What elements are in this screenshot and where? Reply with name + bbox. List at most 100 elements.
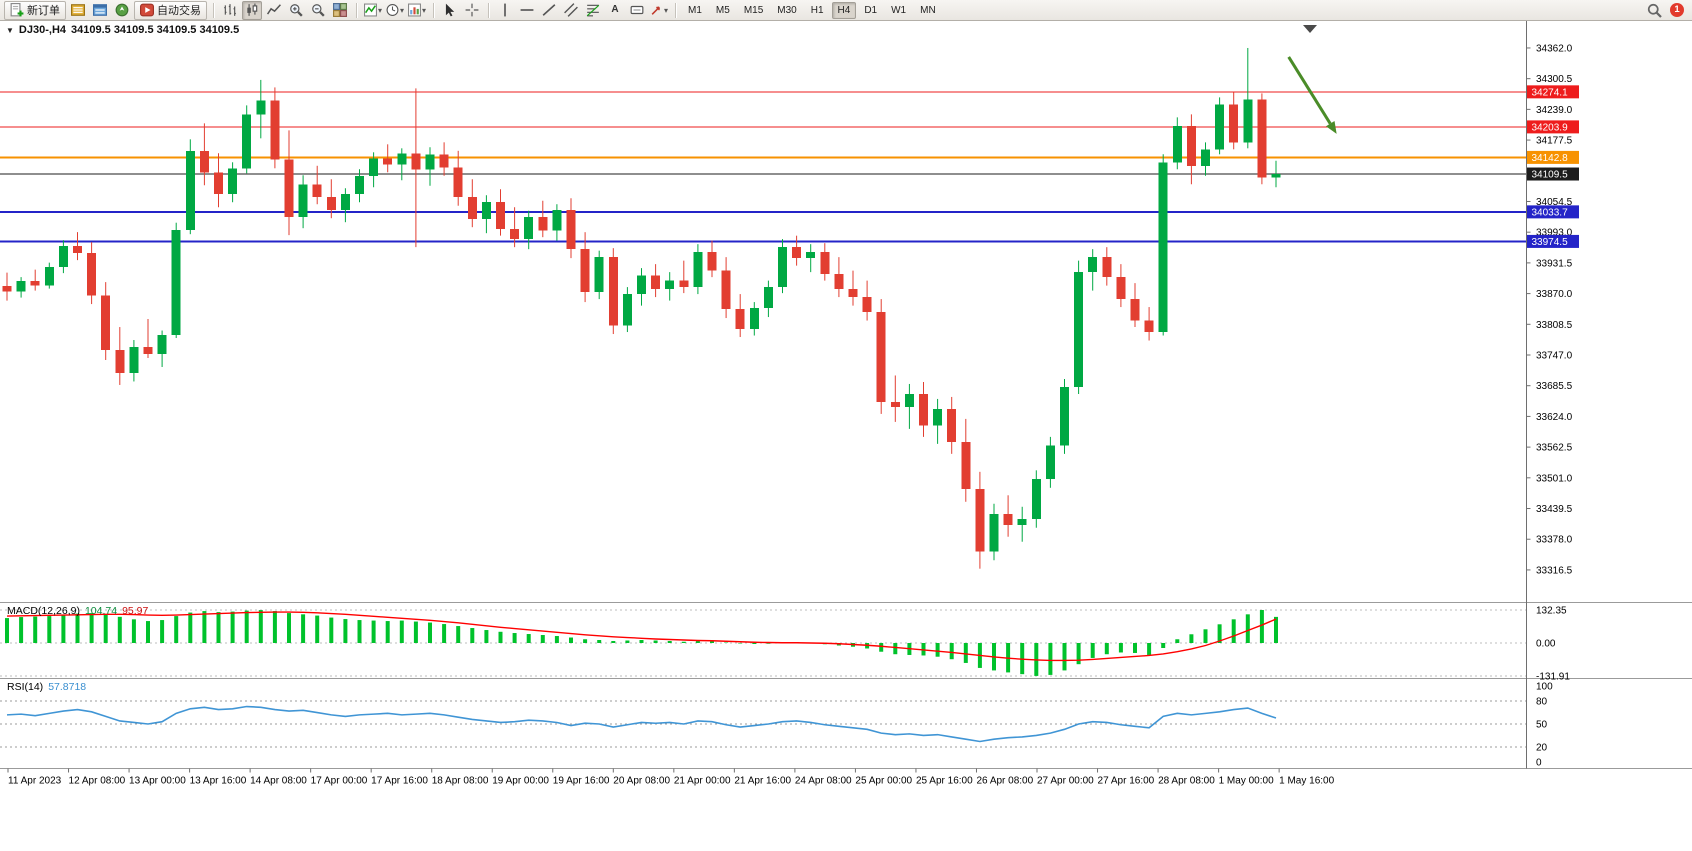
macd-histogram	[5, 610, 1278, 676]
text-tool-icon: A	[611, 4, 619, 15]
cursor-tool-button[interactable]	[440, 1, 460, 20]
bar-chart-mode-button[interactable]	[220, 1, 240, 20]
timeframe-h4-button[interactable]: H4	[831, 1, 857, 19]
svg-text:33316.5: 33316.5	[1536, 565, 1573, 576]
timeframe-m5-button[interactable]: M5	[715, 4, 730, 16]
price-tag-34142.8[interactable]	[1527, 150, 1579, 164]
svg-text:80: 80	[1536, 697, 1548, 708]
price-tag-34033.7[interactable]	[1527, 205, 1579, 219]
price-tag-34203.9[interactable]	[1527, 120, 1579, 134]
svg-text:33378.0: 33378.0	[1536, 535, 1573, 546]
timeframe-m1-button[interactable]: M1	[688, 4, 702, 16]
arrows-dropdown-button[interactable]: ▾	[649, 1, 669, 20]
candlestick-mode-button[interactable]	[242, 0, 262, 20]
one-click-trading-toggle[interactable]: ▼	[6, 25, 14, 35]
search-button[interactable]	[1644, 1, 1664, 20]
macd-main-value: 104.74	[84, 605, 118, 617]
horizontal-line-tool-button[interactable]	[517, 1, 537, 20]
timeframe-d1-button[interactable]: D1	[864, 4, 878, 16]
channel-icon	[564, 3, 578, 17]
timeframe-mn-button[interactable]: MN	[920, 4, 936, 16]
svg-text:1 May 00:00: 1 May 00:00	[1219, 776, 1274, 787]
timeframe-m30-button[interactable]: M30	[777, 4, 797, 16]
horizontal-lines[interactable]	[0, 91, 1526, 243]
trendline-tool-button[interactable]	[539, 1, 559, 20]
svg-text:34109.5: 34109.5	[1532, 170, 1569, 181]
label-tool-button[interactable]	[627, 1, 647, 20]
svg-text:34300.5: 34300.5	[1536, 74, 1573, 85]
price-tags[interactable]: 34274.1 34203.9 34142.8 34109.5 34033.7 33974…	[1527, 85, 1579, 248]
svg-text:17 Apr 00:00: 17 Apr 00:00	[311, 776, 368, 787]
svg-text:33974.5: 33974.5	[1532, 237, 1569, 248]
macd-signal-value: 95.97	[122, 605, 149, 617]
price-tag-33974.5[interactable]	[1527, 234, 1579, 248]
svg-text:21 Apr 00:00: 21 Apr 00:00	[674, 776, 731, 787]
timeframe-w1-button[interactable]: W1	[891, 4, 907, 16]
tile-windows-button[interactable]	[330, 1, 350, 20]
svg-text:25 Apr 16:00: 25 Apr 16:00	[916, 776, 973, 787]
zoom-in-button[interactable]	[286, 1, 306, 20]
autotrading-icon	[140, 3, 154, 17]
line-chart-mode-button[interactable]	[264, 1, 284, 20]
svg-text:33501.0: 33501.0	[1536, 473, 1573, 484]
data-window-icon	[93, 4, 107, 16]
cursor-icon	[445, 3, 455, 17]
svg-text:33931.5: 33931.5	[1536, 258, 1573, 269]
zoom-in-icon	[290, 4, 303, 17]
macd-label: MACD(12,26,9) 104.74 95.97	[7, 605, 148, 617]
market-watch-button[interactable]	[68, 1, 88, 20]
svg-text:34177.5: 34177.5	[1536, 136, 1573, 147]
periods-dropdown-button[interactable]: ▾	[385, 1, 405, 20]
svg-text:1 May 16:00: 1 May 16:00	[1279, 776, 1334, 787]
price-tag-34274.1[interactable]	[1527, 85, 1579, 99]
timeframe-m15-button[interactable]: M15	[743, 4, 764, 16]
svg-text:0: 0	[1536, 758, 1542, 769]
price-tag-34109.5[interactable]	[1527, 167, 1579, 181]
new-order-button[interactable]: 新订单	[4, 0, 66, 20]
macd-signal-line	[6, 611, 1277, 662]
navigator-button[interactable]	[112, 1, 132, 20]
svg-text:12 Apr 08:00: 12 Apr 08:00	[69, 776, 126, 787]
timeframe-h1-button[interactable]: H1	[810, 4, 824, 16]
indicators-dropdown-button[interactable]: ▾	[363, 1, 383, 20]
svg-text:34362.0: 34362.0	[1536, 43, 1573, 54]
autotrading-label: 自动交易	[157, 5, 201, 17]
svg-text:27 Apr 16:00: 27 Apr 16:00	[1098, 776, 1155, 787]
fibonacci-tool-button[interactable]	[583, 1, 603, 20]
zoom-out-icon	[312, 4, 325, 17]
panel-separators	[0, 602, 1692, 769]
macd-name: MACD(12,26,9)	[7, 605, 80, 617]
tile-windows-icon	[333, 3, 347, 17]
chart-shift-marker	[1303, 25, 1317, 33]
svg-text:26 Apr 08:00: 26 Apr 08:00	[976, 776, 1033, 787]
arrow-shape-icon	[651, 6, 660, 15]
time-axis[interactable]: 11 Apr 2023 12 Apr 08:00 13 Apr 00:00 13 Ap…	[7, 768, 1335, 787]
svg-text:33747.0: 33747.0	[1536, 351, 1573, 362]
templates-dropdown-button[interactable]: ▾	[407, 1, 427, 20]
svg-text:17 Apr 16:00: 17 Apr 16:00	[371, 776, 428, 787]
notification-badge[interactable]: 1	[1670, 3, 1684, 17]
svg-text:13 Apr 16:00: 13 Apr 16:00	[190, 776, 247, 787]
chevron-down-icon: ▾	[421, 5, 426, 15]
autotrading-button[interactable]: 自动交易	[134, 0, 207, 20]
channel-tool-button[interactable]	[561, 1, 581, 20]
svg-text:33439.5: 33439.5	[1536, 504, 1573, 515]
svg-text:27 Apr 00:00: 27 Apr 00:00	[1037, 776, 1094, 787]
crosshair-tool-button[interactable]	[462, 1, 482, 20]
text-tool-button[interactable]: A	[605, 1, 625, 20]
toolbar-separator	[433, 2, 434, 18]
zoom-out-button[interactable]	[308, 1, 328, 20]
new-order-label: 新订单	[27, 5, 60, 17]
fibonacci-icon	[586, 4, 600, 17]
toolbar-right-group: 1	[1644, 1, 1688, 20]
vertical-line-tool-button[interactable]	[495, 1, 515, 20]
rsi-levels: 100 80 50 20 0	[0, 682, 1553, 769]
svg-text:33808.5: 33808.5	[1536, 320, 1573, 331]
annotation-arrow[interactable]	[1287, 56, 1337, 134]
svg-text:34054.5: 34054.5	[1536, 197, 1573, 208]
svg-text:-131.91: -131.91	[1536, 671, 1570, 682]
data-window-button[interactable]	[90, 1, 110, 20]
vertical-line-icon	[504, 3, 506, 17]
